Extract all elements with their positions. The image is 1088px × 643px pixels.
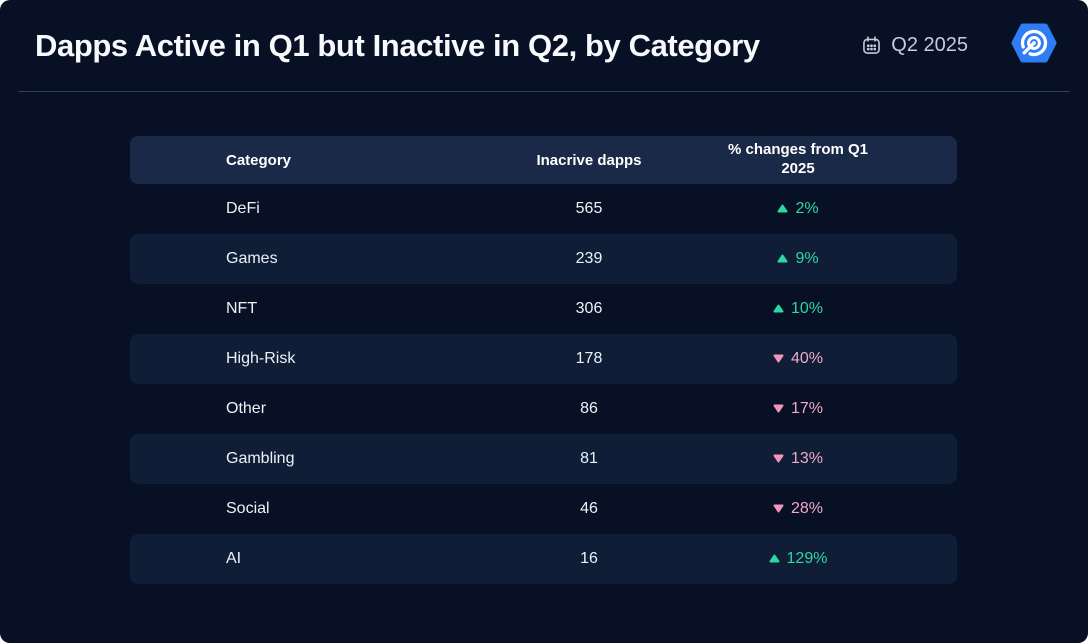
header-divider [18, 91, 1070, 92]
category-cell: DeFi [226, 200, 260, 217]
inactive-dapps-cell: 306 [575, 300, 603, 317]
header-bar: Dapps Active in Q1 but Inactive in Q2, b… [0, 0, 1088, 91]
inactive-dapps-cell: 81 [580, 450, 598, 467]
change-value: 129% [786, 550, 828, 567]
change-cell: 40% [714, 349, 882, 369]
change-value: 17% [790, 400, 824, 417]
category-cell: Games [226, 250, 278, 267]
inactive-dapps-cell: 239 [575, 250, 603, 267]
category-cell: Gambling [226, 450, 295, 467]
change-value: 13% [790, 450, 824, 467]
inactive-dapps-cell: 46 [580, 500, 598, 517]
triangle-up-icon [777, 249, 788, 269]
period-badge: Q2 2025 [861, 34, 968, 57]
inactive-dapps-cell: 16 [580, 550, 598, 567]
inactive-dapps-cell: 86 [580, 400, 598, 417]
category-cell: NFT [226, 300, 258, 317]
triangle-up-icon [777, 199, 788, 219]
table-row: Games 239 9% [130, 234, 957, 284]
period-label: Q2 2025 [891, 34, 968, 56]
calendar-icon [861, 35, 882, 56]
page-title: Dapps Active in Q1 but Inactive in Q2, b… [35, 27, 760, 63]
change-cell: 2% [714, 199, 882, 219]
table-header-row: Category Inacrive dapps % changes from Q… [130, 136, 957, 184]
change-cell: 9% [714, 249, 882, 269]
change-value: 10% [790, 300, 824, 317]
triangle-up-icon [768, 549, 780, 569]
change-cell: 17% [714, 399, 882, 419]
table-row: Social 46 28% [130, 484, 957, 534]
inactive-dapps-cell: 178 [575, 350, 603, 367]
triangle-down-icon [773, 349, 784, 369]
triangle-down-icon [773, 499, 784, 519]
category-cell: Other [226, 400, 267, 417]
change-value: 2% [795, 200, 819, 217]
triangle-down-icon [773, 449, 784, 469]
category-cell: High-Risk [226, 350, 296, 367]
category-cell: AI [226, 550, 242, 567]
change-value: 28% [790, 500, 824, 517]
inactive-dapps-table: Category Inacrive dapps % changes from Q… [130, 136, 957, 584]
table-row: NFT 306 10% [130, 284, 957, 334]
triangle-up-icon [773, 299, 784, 319]
change-cell: 10% [714, 299, 882, 319]
inactive-dapps-cell: 565 [575, 200, 603, 217]
change-value: 9% [795, 250, 819, 267]
change-cell: 28% [714, 499, 882, 519]
change-value: 40% [790, 350, 824, 367]
change-cell: 129% [714, 549, 882, 569]
table-row: Gambling 81 13% [130, 434, 957, 484]
change-cell: 13% [714, 449, 882, 469]
triangle-down-icon [773, 399, 784, 419]
category-cell: Social [226, 500, 270, 517]
header-right-group: Q2 2025 [861, 19, 1058, 72]
table-row: DeFi 565 2% [130, 184, 957, 234]
table-row: AI 16 129% [130, 534, 957, 584]
table-row: High-Risk 178 40% [130, 334, 957, 384]
table-row: Other 86 17% [130, 384, 957, 434]
table-body: DeFi 565 2% Games 239 [130, 184, 957, 584]
dappradar-radar-logo [1010, 19, 1058, 72]
column-header-inactive-dapps: Inacrive dapps [536, 151, 642, 169]
column-header-change: % changes from Q1 2025 [727, 141, 869, 177]
column-header-category: Category [226, 151, 292, 169]
